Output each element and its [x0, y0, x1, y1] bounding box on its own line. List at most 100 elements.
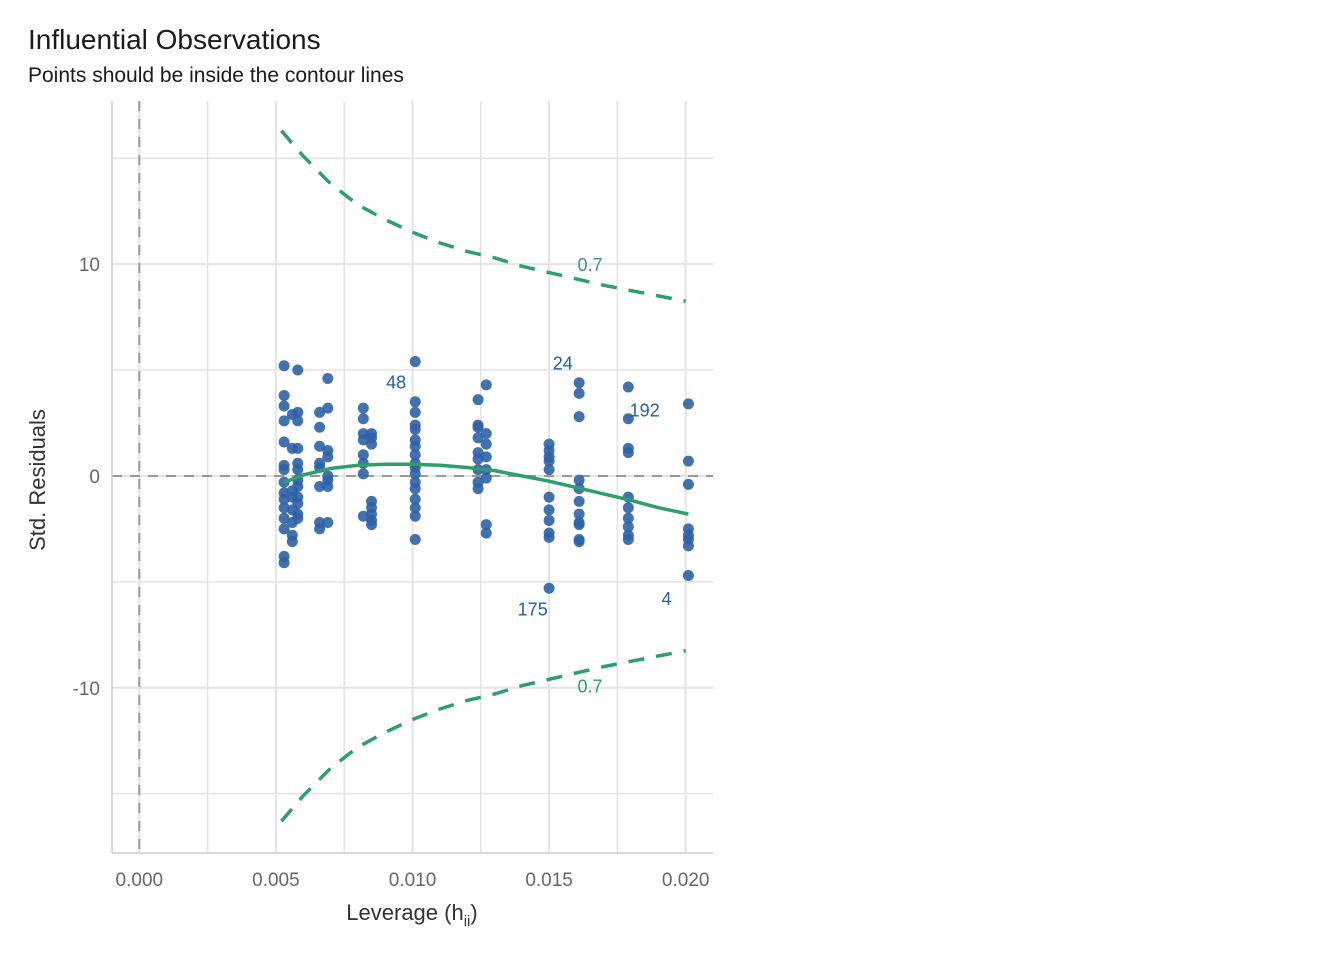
data-point — [366, 519, 378, 531]
data-point — [622, 512, 634, 524]
data-point — [314, 421, 326, 433]
data-point — [278, 400, 290, 412]
contour-label: 0.7 — [578, 255, 603, 275]
data-point — [357, 413, 369, 425]
data-point — [286, 536, 298, 548]
contour-line-lower — [280, 648, 687, 823]
data-point — [357, 468, 369, 480]
data-point — [543, 464, 555, 476]
data-point — [573, 387, 585, 399]
data-point — [409, 440, 421, 452]
data-point — [573, 377, 585, 389]
data-point — [409, 423, 421, 435]
data-point — [322, 481, 334, 493]
data-point — [472, 421, 484, 433]
x-tick-label: 0.005 — [252, 870, 300, 891]
chart-subtitle: Points should be inside the contour line… — [28, 64, 404, 87]
x-tick-label: 0.000 — [116, 870, 164, 891]
data-point — [409, 502, 421, 514]
data-point — [409, 356, 421, 368]
data-point — [622, 533, 634, 545]
data-point — [278, 415, 290, 427]
x-tick-label: 0.010 — [389, 870, 437, 891]
data-point — [543, 531, 555, 543]
data-point — [682, 398, 694, 410]
data-point — [622, 381, 634, 393]
data-point — [682, 540, 694, 552]
y-axis-title: Std. Residuals — [25, 409, 50, 551]
point-label: 4 — [662, 589, 672, 609]
labels-layer: 48 24 192 175 4 — [386, 354, 671, 620]
data-point — [292, 512, 304, 524]
chart-title: Influential Observations — [28, 24, 321, 55]
data-point — [622, 521, 634, 533]
data-point — [573, 519, 585, 531]
data-point — [573, 536, 585, 548]
data-point — [357, 449, 369, 461]
data-point — [292, 415, 304, 427]
data-point — [292, 464, 304, 476]
data-point — [480, 379, 492, 391]
y-tick-label: 0 — [89, 467, 100, 488]
data-point — [314, 406, 326, 418]
data-point — [573, 474, 585, 486]
data-point — [278, 557, 290, 569]
data-point — [622, 502, 634, 514]
data-point — [322, 372, 334, 384]
data-point — [292, 497, 304, 509]
data-point — [682, 570, 694, 582]
data-point — [480, 527, 492, 539]
data-point — [278, 464, 290, 476]
data-point — [480, 472, 492, 484]
data-point — [322, 517, 334, 529]
data-point — [322, 451, 334, 463]
data-point — [292, 481, 304, 493]
data-point — [314, 481, 326, 493]
contour-lines: 0.7 0.7 — [280, 129, 687, 823]
data-point — [322, 402, 334, 414]
points-layer — [278, 356, 694, 594]
data-point — [480, 438, 492, 450]
data-point — [409, 493, 421, 505]
point-label: 192 — [630, 400, 660, 420]
data-point — [573, 495, 585, 507]
data-point — [573, 508, 585, 520]
x-tick-label: 0.015 — [525, 870, 573, 891]
point-label: 175 — [518, 599, 548, 619]
data-point — [278, 360, 290, 372]
data-point — [543, 504, 555, 516]
y-tick-label: 10 — [79, 255, 100, 276]
y-tick-label: -10 — [73, 679, 100, 700]
data-point — [409, 468, 421, 480]
data-point — [278, 389, 290, 401]
smooth-line — [283, 462, 689, 516]
data-point — [480, 451, 492, 463]
data-point — [409, 483, 421, 495]
data-point — [292, 406, 304, 418]
data-point — [622, 413, 634, 425]
data-point — [682, 455, 694, 467]
data-point — [543, 455, 555, 467]
data-point — [543, 514, 555, 526]
data-point — [409, 406, 421, 418]
data-point — [366, 438, 378, 450]
data-point — [682, 478, 694, 490]
data-point — [278, 523, 290, 535]
data-point — [278, 512, 290, 524]
contour-label: 0.7 — [578, 677, 603, 697]
data-point — [472, 394, 484, 406]
data-point — [357, 402, 369, 414]
grid-layer — [112, 101, 713, 853]
data-point — [314, 523, 326, 535]
data-point — [573, 411, 585, 423]
point-label: 48 — [386, 373, 406, 393]
data-point — [278, 436, 290, 448]
axis-layer: 0.000 0.005 0.010 0.015 0.020 -10 0 10 — [73, 101, 713, 891]
x-axis-title: Leverage (hii) — [346, 900, 477, 930]
data-point — [409, 533, 421, 545]
x-tick-label: 0.020 — [662, 870, 710, 891]
data-point — [409, 449, 421, 461]
contour-line-upper — [280, 129, 687, 303]
data-point — [472, 483, 484, 495]
